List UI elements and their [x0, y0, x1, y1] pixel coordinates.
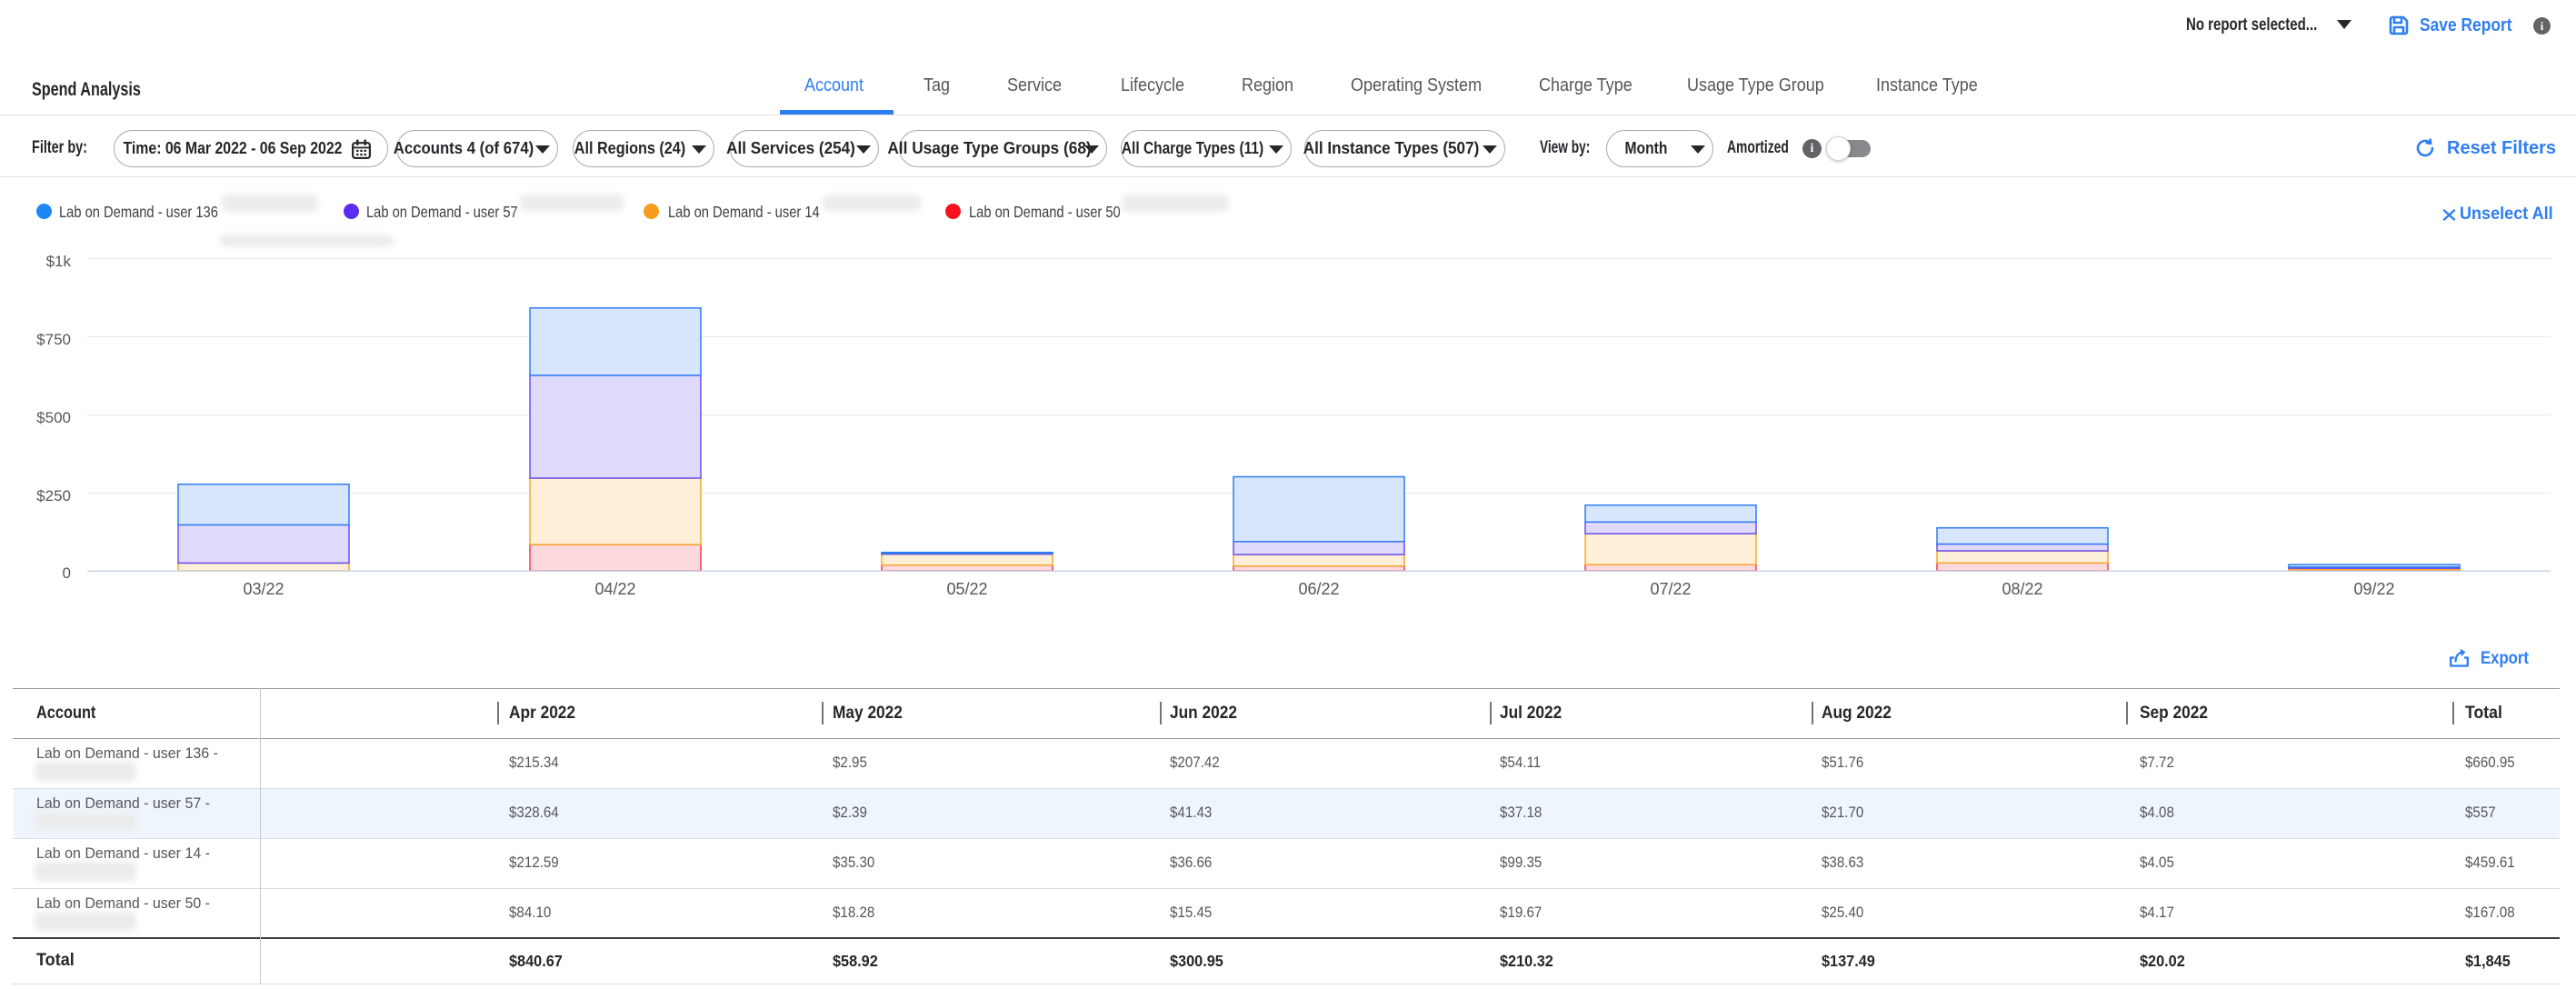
svg-text:$500: $500: [36, 409, 71, 426]
svg-text:$1k: $1k: [46, 253, 72, 270]
svg-text:$750: $750: [36, 331, 71, 348]
svg-text:0: 0: [63, 564, 71, 582]
svg-text:06/22: 06/22: [1298, 580, 1339, 598]
svg-text:07/22: 07/22: [1650, 580, 1691, 598]
svg-text:09/22: 09/22: [2353, 580, 2394, 598]
svg-text:05/22: 05/22: [946, 580, 987, 598]
svg-text:08/22: 08/22: [2002, 580, 2042, 598]
svg-text:03/22: 03/22: [243, 580, 284, 598]
svg-text:04/22: 04/22: [594, 580, 635, 598]
svg-text:$250: $250: [36, 487, 71, 504]
